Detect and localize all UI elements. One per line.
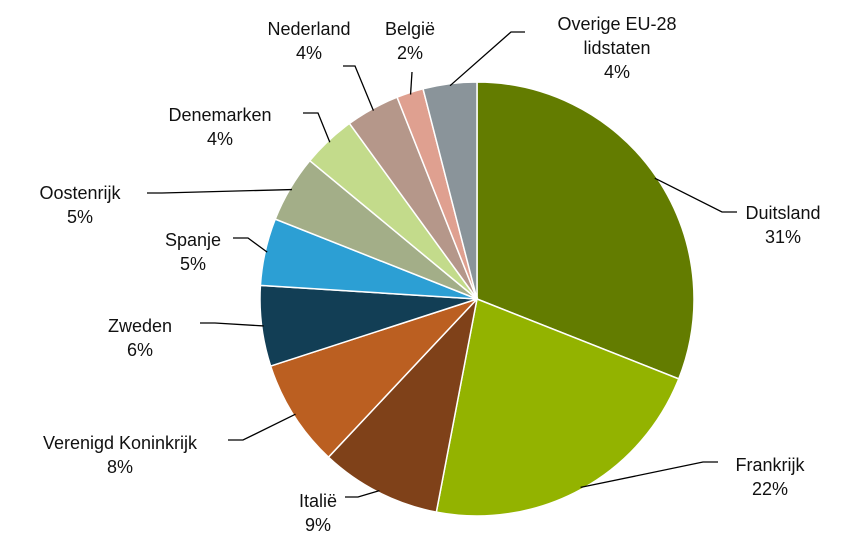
slice-label: Oostenrijk 5% xyxy=(39,181,120,229)
pie-slice xyxy=(422,81,478,300)
value-label: 6% xyxy=(126,340,154,360)
value-label: 5% xyxy=(179,254,206,274)
leader-line xyxy=(580,461,718,489)
category-label: Nederland xyxy=(267,19,351,39)
value-label: 2% xyxy=(396,43,424,63)
category-label: Zweden xyxy=(107,316,173,336)
pie-slice xyxy=(327,296,479,514)
pie-slice xyxy=(476,81,695,380)
slice-label: Spanje 5% xyxy=(165,228,221,276)
category-label: Spanje xyxy=(164,230,222,250)
slice-label: Duitsland 31% xyxy=(745,201,820,249)
slice-label: Italië 9% xyxy=(299,489,337,537)
value-label: 8% xyxy=(106,457,133,477)
slice-label: Nederland 4% xyxy=(267,17,350,65)
value-label: 4% xyxy=(603,62,630,82)
category-label: België xyxy=(384,19,436,39)
leader-line xyxy=(233,237,268,253)
category-label: Overige EU-28 lidstaten xyxy=(557,14,677,58)
value-label: 4% xyxy=(295,43,322,63)
category-label: Frankrijk xyxy=(735,455,805,475)
slice-label: Verenigd Koninkrijk 8% xyxy=(43,431,197,479)
category-label: Denemarken xyxy=(168,105,272,125)
leader-line xyxy=(409,71,413,95)
slice-label: Overige EU-28 lidstaten 4% xyxy=(542,12,692,84)
leader-line xyxy=(303,112,331,143)
category-label: Italië xyxy=(298,491,338,511)
leader-line xyxy=(147,188,292,194)
category-label: Oostenrijk xyxy=(39,183,121,203)
category-label: Verenigd Koninkrijk xyxy=(42,433,198,453)
leader-line xyxy=(343,65,375,111)
leader-line xyxy=(345,489,380,498)
pie-slice xyxy=(435,297,680,517)
leader-line xyxy=(200,322,264,327)
slice-label: België 2% xyxy=(385,17,435,65)
value-label: 4% xyxy=(206,129,233,149)
leader-line xyxy=(449,31,525,87)
slice-label: Frankrijk 22% xyxy=(735,453,804,501)
value-label: 22% xyxy=(751,479,789,499)
category-label: Duitsland xyxy=(745,203,821,223)
slice-label: Zweden 6% xyxy=(108,314,172,362)
value-label: 31% xyxy=(764,227,802,247)
value-label: 5% xyxy=(66,207,93,227)
slice-label: Denemarken 4% xyxy=(168,103,271,151)
value-label: 9% xyxy=(304,515,331,535)
leader-line xyxy=(654,177,737,213)
leader-line xyxy=(228,413,296,441)
